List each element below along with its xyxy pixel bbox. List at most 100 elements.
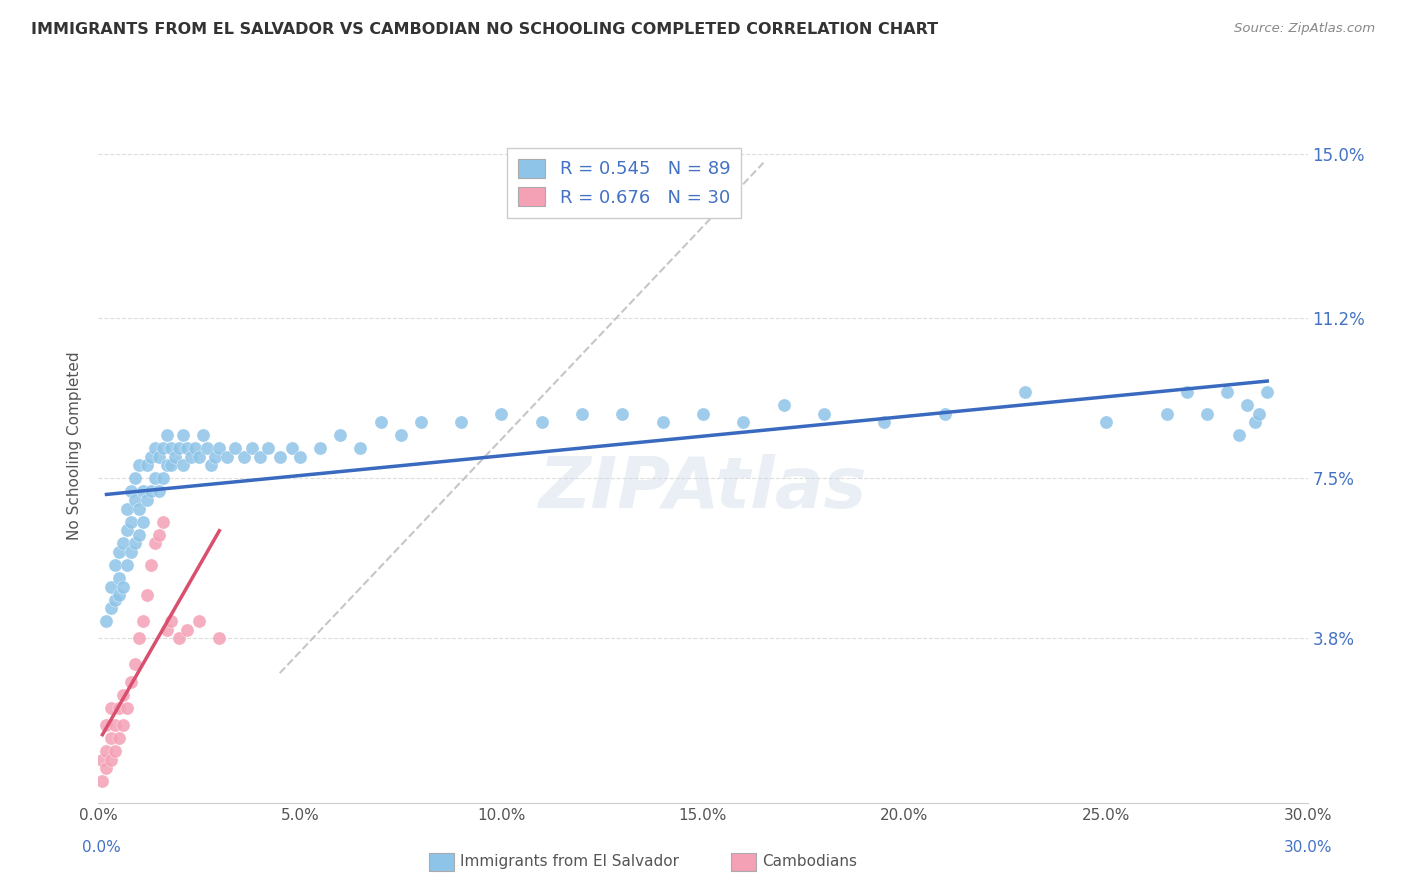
Point [128, 458, 150, 473]
Point [124, 657, 146, 672]
Point [281, 441, 304, 455]
Point [91, 753, 114, 767]
Point [143, 536, 166, 550]
Point [128, 632, 150, 646]
Point [128, 501, 150, 516]
Point [1095, 415, 1118, 429]
Point [167, 441, 190, 455]
Point [288, 450, 311, 464]
Point [692, 407, 714, 421]
Point [256, 441, 278, 455]
Point [124, 471, 146, 485]
Text: ZIPAtlas: ZIPAtlas [538, 454, 868, 524]
Point [100, 601, 122, 615]
Point [1195, 407, 1218, 421]
Point [111, 688, 134, 702]
Point [349, 441, 371, 455]
Point [193, 428, 215, 442]
Point [111, 536, 134, 550]
Point [107, 731, 129, 745]
Point [184, 441, 207, 455]
Point [1227, 428, 1250, 442]
Point [208, 441, 231, 455]
Point [156, 428, 179, 442]
Point [96, 761, 118, 775]
Point [100, 580, 122, 594]
Point [1236, 398, 1258, 412]
Point [733, 415, 755, 429]
Point [309, 441, 332, 455]
Point [491, 407, 513, 421]
Point [217, 450, 239, 464]
Point [160, 441, 183, 455]
Point [107, 700, 129, 714]
Point [135, 493, 157, 508]
Point [132, 484, 155, 499]
Point [172, 458, 194, 473]
Point [103, 718, 125, 732]
Point [813, 407, 835, 421]
Point [772, 398, 794, 412]
Text: 30.0%: 30.0% [1284, 840, 1331, 855]
Point [120, 545, 142, 559]
Point [107, 571, 129, 585]
Point [450, 415, 472, 429]
Point [124, 536, 146, 550]
Point [409, 415, 432, 429]
Point [232, 450, 254, 464]
Point [571, 407, 593, 421]
Point [651, 415, 673, 429]
Point [135, 458, 157, 473]
Point [115, 558, 138, 572]
Point [132, 515, 155, 529]
Point [103, 592, 125, 607]
Point [1244, 415, 1267, 429]
Point [612, 407, 634, 421]
Point [124, 493, 146, 508]
Point [148, 527, 170, 541]
Text: Cambodians: Cambodians [762, 855, 858, 869]
Point [107, 545, 129, 559]
Point [208, 632, 231, 646]
Point [152, 441, 174, 455]
Point [152, 471, 174, 485]
Point [224, 441, 246, 455]
Point [120, 484, 142, 499]
Point [160, 614, 183, 628]
Point [934, 407, 956, 421]
Point [128, 527, 150, 541]
Point [240, 441, 263, 455]
Point [1175, 384, 1198, 399]
Point [96, 744, 118, 758]
Point [1249, 407, 1271, 421]
Point [139, 484, 162, 499]
Point [103, 744, 125, 758]
Point [115, 524, 138, 538]
Point [167, 632, 190, 646]
Point [370, 415, 392, 429]
Y-axis label: No Schooling Completed: No Schooling Completed [67, 351, 83, 541]
Point [139, 450, 162, 464]
Point [120, 515, 142, 529]
Point [249, 450, 271, 464]
Point [200, 458, 222, 473]
Point [143, 441, 166, 455]
Point [163, 450, 186, 464]
Point [160, 458, 183, 473]
Text: 0.0%: 0.0% [82, 840, 121, 855]
Point [96, 718, 118, 732]
Point [111, 718, 134, 732]
Point [176, 623, 198, 637]
Point [132, 614, 155, 628]
Point [139, 558, 162, 572]
Point [103, 558, 125, 572]
Point [107, 588, 129, 602]
Point [172, 428, 194, 442]
Point [188, 450, 211, 464]
Text: Source: ZipAtlas.com: Source: ZipAtlas.com [1234, 22, 1375, 36]
Point [120, 674, 142, 689]
Point [195, 441, 218, 455]
Point [1014, 384, 1036, 399]
Text: IMMIGRANTS FROM EL SALVADOR VS CAMBODIAN NO SCHOOLING COMPLETED CORRELATION CHAR: IMMIGRANTS FROM EL SALVADOR VS CAMBODIAN… [31, 22, 938, 37]
Point [100, 753, 122, 767]
